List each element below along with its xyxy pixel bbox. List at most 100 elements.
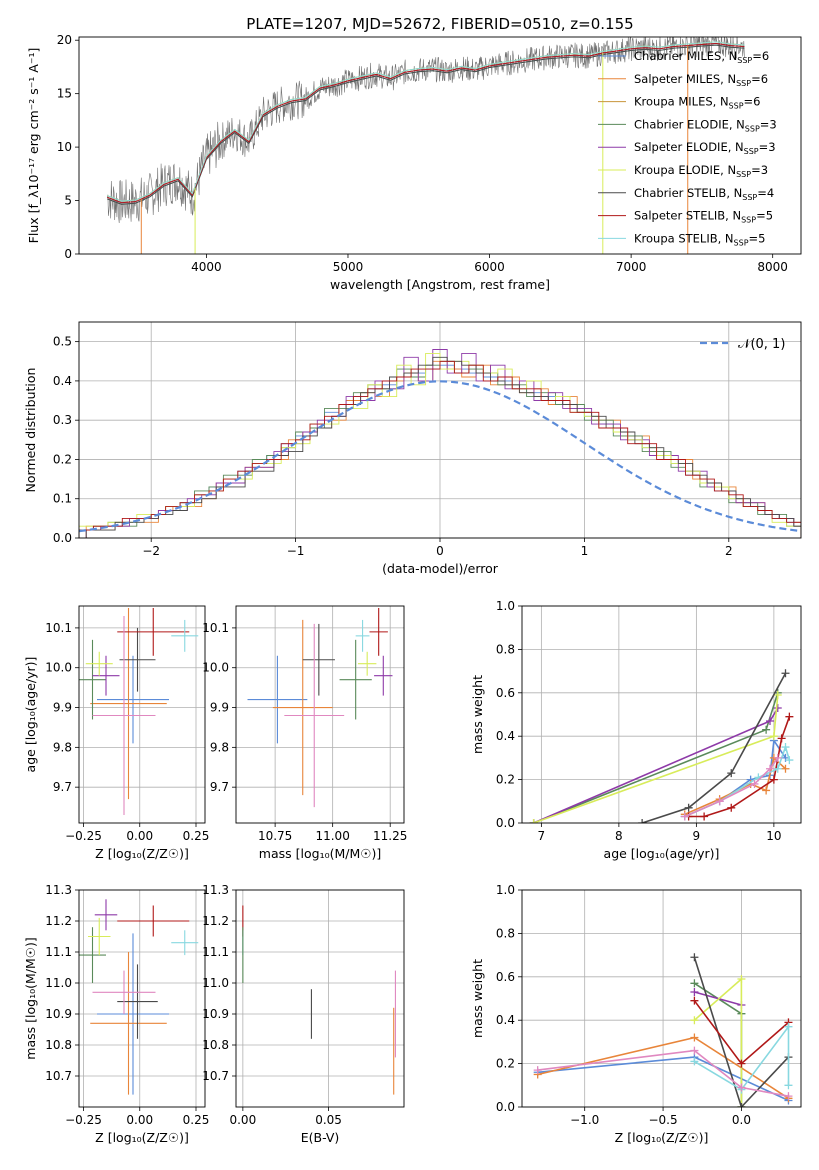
weight-point-marker [690,1057,699,1066]
weight-point-marker [638,819,647,823]
spectrum-lines [107,37,745,254]
gaussian-curve [79,380,801,533]
weight-series-line [693,982,743,1107]
weight-point-marker [785,756,794,765]
x-axis-label: mass [log₁₀(M/M☉)] [259,846,381,861]
y-tick-label: 10.7 [202,1069,229,1083]
y-axis-label: mass weight [470,959,485,1038]
legend-label: Chabrier STELIB, NSSP=4 [634,186,774,202]
y-tick-label: 0.3 [53,413,72,427]
axes-frame [235,605,405,824]
y-tick-label: 10.9 [202,1007,229,1021]
y-tick-label: 9.9 [53,701,72,715]
weight-series-line [537,1049,789,1097]
weight-point-marker [773,764,782,773]
y-tick-label: 11.3 [45,883,72,897]
x-tick-label: 11.00 [315,829,349,843]
y-tick-label: 10 [57,140,72,154]
x-axis-label: Z [log₁₀(Z/Z☉)] [95,1130,189,1145]
model-spectrum-line [107,41,745,202]
y-tick-label: 0 [64,247,72,261]
x-tick-label: 0.00 [229,1113,256,1127]
weight-point-marker [784,1022,793,1031]
weight-series-line [533,692,779,823]
weight-point-marker [781,669,790,678]
errorbar-group [79,899,199,1095]
y-tick-label: 10.7 [45,1069,72,1083]
weight-point-marker [773,690,782,699]
y-tick-label: 0.1 [53,492,72,506]
y-tick-label: 0.6 [496,686,515,700]
histogram-step [79,360,801,538]
legend-label: Salpeter ELODIE, NSSP=3 [634,140,776,156]
x-tick-label: 7 [538,829,546,843]
x-tick-label: −0.25 [65,829,102,843]
y-tick-label: 10.0 [45,661,72,675]
y-tick-label: 11.3 [202,883,229,897]
x-tick-label: 0.25 [183,1113,210,1127]
x-tick-label: 0.25 [183,829,210,843]
x-tick-label: 8 [615,829,623,843]
errorbar-group [247,607,393,808]
weight-point-marker [784,1092,793,1101]
weight-point-marker [781,764,790,773]
axes-frame [235,889,405,1108]
y-tick-label: 9.8 [210,740,229,754]
x-tick-label: 0.0 [732,1113,751,1127]
weight-point-marker [727,769,736,778]
weight-point-marker [762,725,771,734]
weight-point-marker [680,812,689,821]
y-tick-label: 10.1 [202,621,229,635]
weight-lines [529,669,794,823]
axes-frame [78,321,802,539]
weight-point-marker [781,743,790,752]
errorbar-group [242,905,396,1095]
y-tick-label: 20 [57,33,72,47]
weight-point-marker [762,786,771,795]
y-tick-label: 10.0 [202,661,229,675]
y-tick-label: 11.1 [45,945,72,959]
weight-point-marker [533,1066,542,1075]
x-tick-label: 4000 [191,260,222,274]
y-tick-label: 9.9 [210,701,229,715]
x-tick-label: 0 [436,544,444,558]
weight-point-marker [737,974,746,983]
x-tick-label: 10.75 [258,829,292,843]
x-tick-label: 8000 [757,260,788,274]
y-axis-label: Normed distribution [23,368,38,493]
x-tick-label: −1.0 [570,1113,599,1127]
y-tick-label: 0.0 [496,816,515,830]
y-tick-label: 11.1 [202,945,229,959]
y-tick-label: 10.8 [202,1038,229,1052]
legend-label: 𝒩(0, 1) [738,337,785,352]
weight-point-marker [777,734,786,743]
y-axis-label: mass [log₁₀(M/M☉)] [23,937,38,1059]
y-tick-label: 11.0 [45,976,72,990]
y-tick-label: 10.1 [45,621,72,635]
weight-series-line [694,991,742,1006]
figure-title: PLATE=1207, MJD=52672, FIBERID=0510, z=0… [246,15,633,33]
weight-point-marker [737,1059,746,1068]
y-axis-label: mass weight [470,675,485,754]
x-tick-label: 7000 [616,260,647,274]
weight-point-marker [690,953,699,962]
legend-label: Kroupa ELODIE, NSSP=3 [634,163,768,179]
y-tick-label: 0.4 [496,1013,515,1027]
x-tick-label: 9 [693,829,701,843]
histogram-step [85,356,801,538]
weight-series-line [533,694,779,823]
y-tick-label: 0.2 [496,1057,515,1071]
weight-point-marker [769,732,778,741]
y-tick-label: 0.6 [496,970,515,984]
y-tick-label: 11.2 [202,914,229,928]
y-tick-label: 0.4 [496,729,515,743]
axes-frame [78,36,802,255]
weight-point-marker [766,764,774,773]
weight-series-line [693,1024,790,1091]
x-axis-label: Z [log₁₀(Z/Z☉)] [95,846,189,861]
weight-point-marker [690,1033,699,1042]
axes-frame [78,889,206,1108]
y-tick-label: 0.5 [53,335,72,349]
x-tick-label: −0.5 [648,1113,677,1127]
